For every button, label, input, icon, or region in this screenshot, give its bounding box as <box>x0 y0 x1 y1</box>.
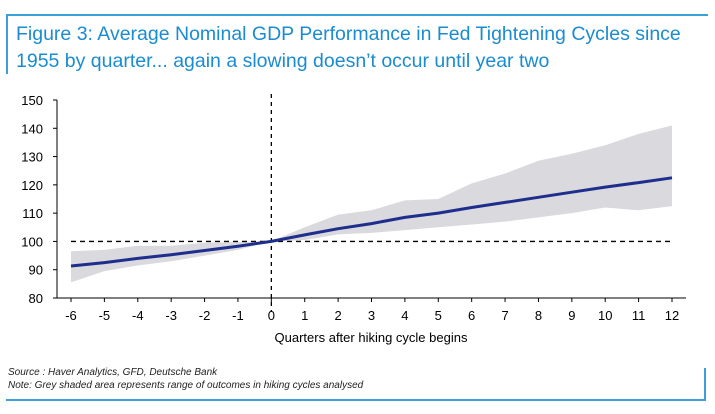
x-tick-label: 3 <box>368 308 375 323</box>
y-tick-label: 140 <box>21 121 43 136</box>
x-tick-label: -3 <box>165 308 177 323</box>
x-tick-label: 10 <box>598 308 612 323</box>
x-tick-label: 2 <box>334 308 341 323</box>
x-tick-label: 0 <box>268 308 275 323</box>
y-tick-label: 120 <box>21 178 43 193</box>
footnotes: Source : Haver Analytics, GFD, Deutsche … <box>8 366 363 392</box>
y-tick-label: 150 <box>21 93 43 108</box>
x-tick-label: 4 <box>401 308 408 323</box>
x-tick-label: -4 <box>132 308 144 323</box>
bottom-rule <box>6 399 706 401</box>
y-tick-label: 90 <box>29 263 43 278</box>
y-tick-label: 100 <box>21 234 43 249</box>
shading-note: Note: Grey shaded area represents range … <box>8 380 364 391</box>
x-tick-label: 8 <box>535 308 542 323</box>
y-tick-labels: 80 90 100 110 120 130 140 150 <box>21 93 43 306</box>
chart-title-line-2: 1955 by quarter... again a slowing doesn… <box>16 50 550 72</box>
y-tick-label: 110 <box>22 206 43 221</box>
x-tick-labels: -6 -5 -4 -3 -2 -1 0 1 2 3 4 5 6 7 8 9 10 11 12 <box>65 308 679 323</box>
reference-lines-layer <box>71 94 672 312</box>
x-tick-label: -5 <box>99 308 111 323</box>
x-tick-label: -6 <box>65 308 77 323</box>
x-tick-label: 12 <box>665 308 679 323</box>
source-note: Source : Haver Analytics, GFD, Deutsche … <box>8 367 218 378</box>
x-axis-title: Quarters after hiking cycle begins <box>275 330 468 345</box>
right-rule <box>704 368 706 401</box>
x-tick-label: 6 <box>468 308 475 323</box>
x-tick-label: -1 <box>232 308 244 323</box>
x-tick-label: 1 <box>301 308 308 323</box>
x-tick-label: -2 <box>199 308 211 323</box>
x-tick-label: 5 <box>435 308 442 323</box>
x-tick-label: 11 <box>632 308 646 323</box>
chart-title-line-1: Figure 3: Average Nominal GDP Performanc… <box>16 23 681 45</box>
x-tick-label: 7 <box>501 308 508 323</box>
axes-layer <box>53 99 686 302</box>
x-tick-label: 9 <box>568 308 575 323</box>
range-band-layer <box>71 125 672 283</box>
title-box: Figure 3: Average Nominal GDP Performanc… <box>6 14 708 74</box>
range-band-area <box>71 125 672 283</box>
y-tick-label: 80 <box>29 291 43 306</box>
chart-title: Figure 3: Average Nominal GDP Performanc… <box>16 21 706 75</box>
series-line-layer <box>70 176 673 268</box>
average-gdp-line <box>70 176 673 268</box>
y-tick-label: 130 <box>21 150 43 165</box>
